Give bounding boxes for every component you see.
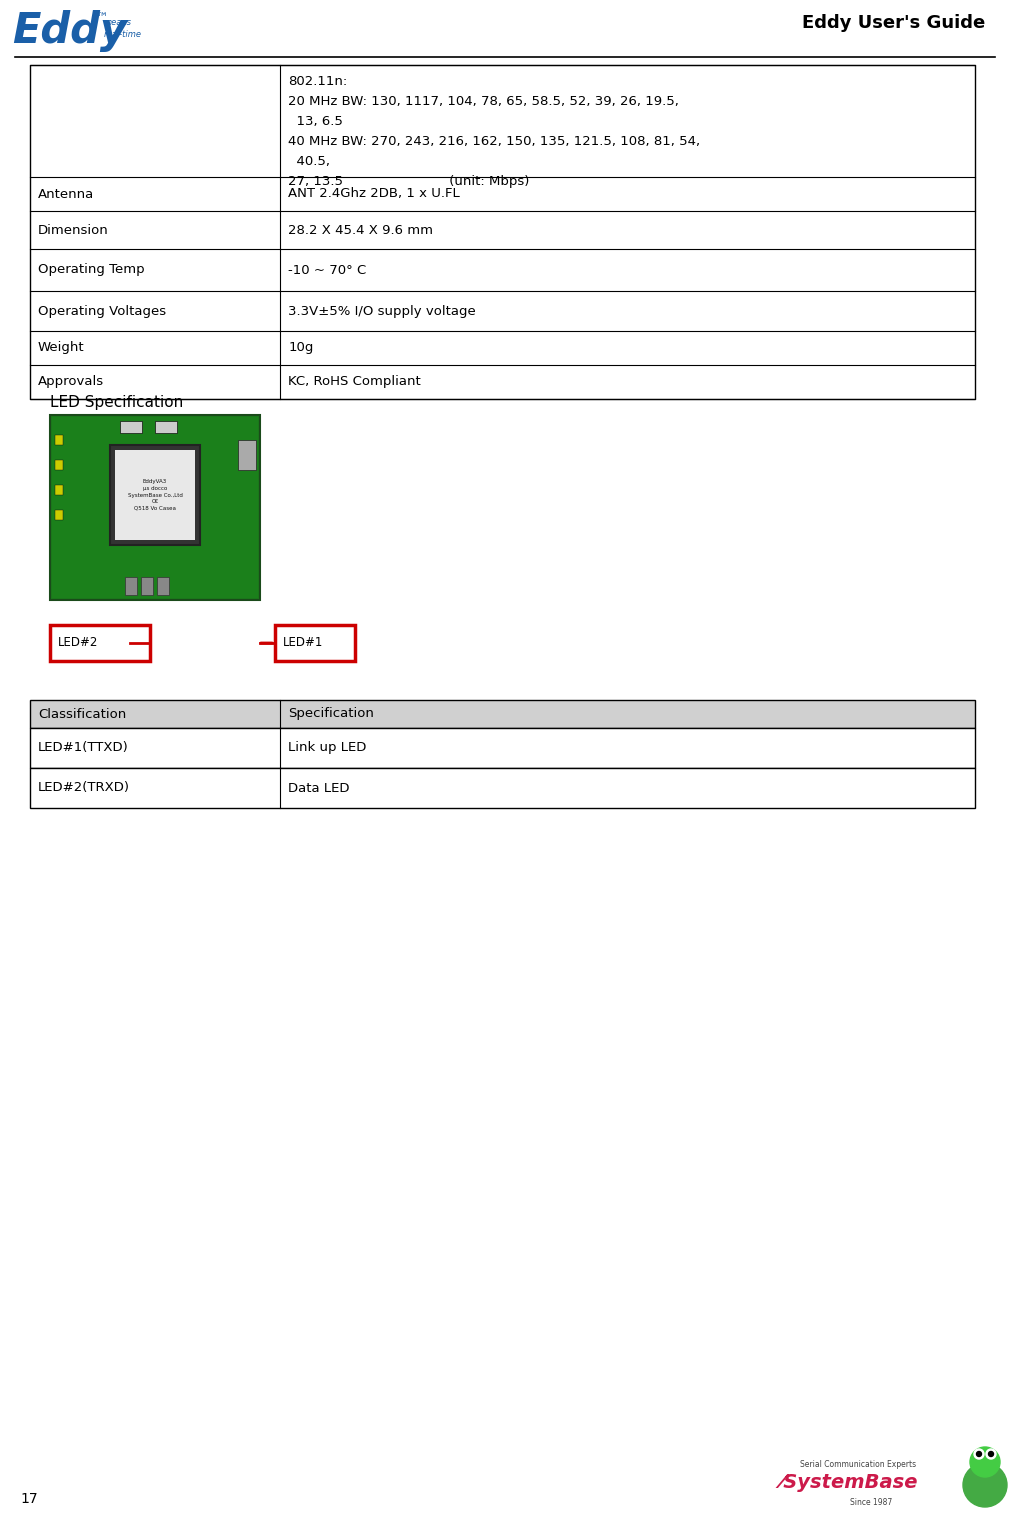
Text: Since 1987: Since 1987	[850, 1498, 892, 1507]
Bar	[55, 510, 63, 519]
Bar	[155, 421, 177, 433]
Text: 40.5,: 40.5,	[289, 155, 330, 169]
Bar	[50, 624, 150, 661]
Bar	[275, 624, 355, 661]
Bar	[50, 415, 260, 600]
Text: KC, RoHS Compliant: KC, RoHS Compliant	[289, 375, 421, 389]
Circle shape	[989, 1452, 994, 1457]
Text: Specification: Specification	[289, 708, 375, 720]
Text: Operating Temp: Operating Temp	[38, 263, 144, 276]
Bar	[141, 577, 153, 595]
Circle shape	[970, 1448, 1000, 1476]
Bar	[238, 441, 256, 469]
Text: 20 MHz BW: 130, 1117, 104, 78, 65, 58.5, 52, 39, 26, 19.5,: 20 MHz BW: 130, 1117, 104, 78, 65, 58.5,…	[289, 96, 680, 108]
Text: 802.11n:: 802.11n:	[289, 74, 347, 88]
Text: Classification: Classification	[38, 708, 126, 720]
Text: Weight: Weight	[38, 342, 85, 354]
Text: Dimension: Dimension	[38, 223, 109, 237]
Text: Eddy User's Guide: Eddy User's Guide	[802, 14, 985, 32]
Text: LED#2(TRXD): LED#2(TRXD)	[38, 781, 130, 794]
Text: real-time: real-time	[104, 30, 142, 39]
Text: Approvals: Approvals	[38, 375, 104, 389]
Text: Eddy: Eddy	[12, 11, 127, 52]
Bar	[125, 577, 137, 595]
Circle shape	[977, 1452, 982, 1457]
Text: Link up LED: Link up LED	[289, 741, 367, 755]
Text: LED#1: LED#1	[283, 636, 323, 650]
Text: Serial Communication Experts: Serial Communication Experts	[800, 1460, 916, 1469]
Bar	[55, 485, 63, 495]
Bar	[30, 769, 975, 808]
Text: ANT 2.4Ghz 2DB, 1 x U.FL: ANT 2.4Ghz 2DB, 1 x U.FL	[289, 187, 461, 201]
Text: Antenna: Antenna	[38, 187, 94, 201]
Text: Operating Voltages: Operating Voltages	[38, 304, 166, 317]
Text: ™: ™	[95, 12, 107, 24]
Bar	[55, 460, 63, 469]
Bar	[110, 445, 200, 545]
Text: 10g: 10g	[289, 342, 314, 354]
Text: means: means	[104, 18, 132, 27]
Text: -10 ~ 70° C: -10 ~ 70° C	[289, 263, 367, 276]
Text: 3.3V±5% I/O supply voltage: 3.3V±5% I/O supply voltage	[289, 304, 476, 317]
Bar	[30, 728, 975, 769]
Circle shape	[963, 1463, 1007, 1507]
Text: EddyVA3
μs docco
SystemBase Co.,Ltd
C€
Q518 Vo Casea: EddyVA3 μs docco SystemBase Co.,Ltd C€ Q…	[127, 480, 183, 510]
Bar	[120, 421, 142, 433]
Bar	[30, 65, 975, 399]
Text: 17: 17	[20, 1492, 37, 1505]
Bar	[52, 418, 258, 598]
Text: Data LED: Data LED	[289, 781, 349, 794]
Circle shape	[986, 1449, 996, 1460]
Bar	[157, 577, 169, 595]
Text: LED Specification: LED Specification	[50, 395, 183, 410]
Text: LED#2: LED#2	[58, 636, 98, 650]
Bar	[30, 700, 975, 728]
Text: LED#1(TTXD): LED#1(TTXD)	[38, 741, 128, 755]
Text: ⁄SystemBase: ⁄SystemBase	[780, 1473, 917, 1492]
Bar	[55, 434, 63, 445]
Text: 28.2 X 45.4 X 9.6 mm: 28.2 X 45.4 X 9.6 mm	[289, 223, 433, 237]
Text: 40 MHz BW: 270, 243, 216, 162, 150, 135, 121.5, 108, 81, 54,: 40 MHz BW: 270, 243, 216, 162, 150, 135,…	[289, 135, 701, 147]
Circle shape	[974, 1449, 984, 1460]
Text: 27, 13.5                         (unit: Mbps): 27, 13.5 (unit: Mbps)	[289, 175, 530, 188]
Text: 13, 6.5: 13, 6.5	[289, 115, 343, 128]
Bar	[115, 450, 195, 539]
